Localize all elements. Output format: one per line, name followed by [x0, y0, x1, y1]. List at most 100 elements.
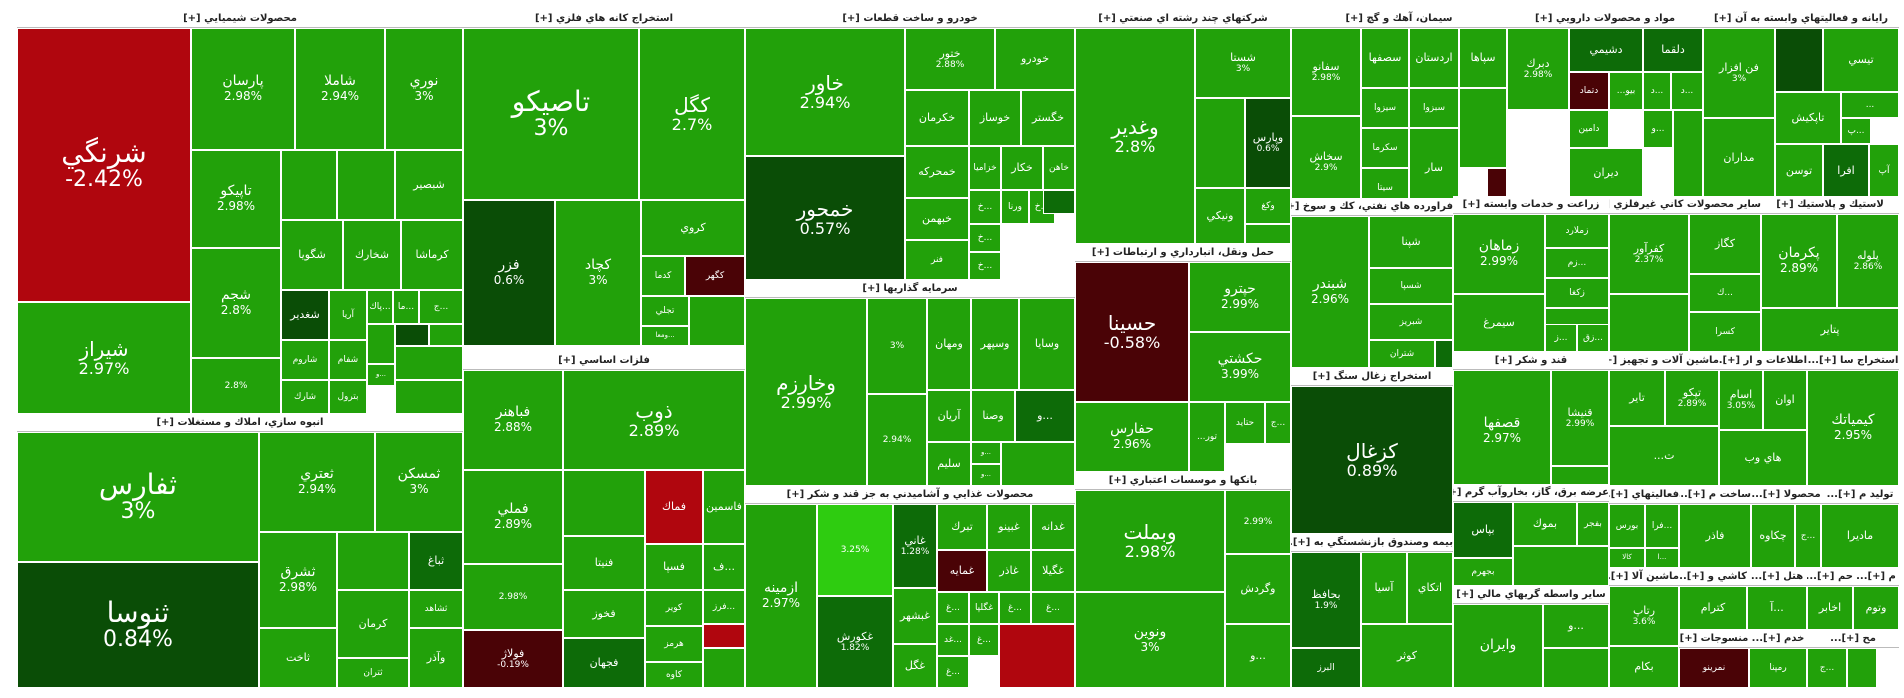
stock-tile[interactable] — [1847, 648, 1877, 688]
stock-tile[interactable]: پ... — [1841, 118, 1871, 144]
stock-tile[interactable]: زق... — [1577, 324, 1609, 352]
stock-tile[interactable]: زم... — [1545, 248, 1609, 278]
stock-tile[interactable]: افرا — [1823, 144, 1869, 198]
stock-tile[interactable]: كيمياتك 2.95% — [1807, 370, 1899, 486]
stock-tile[interactable]: شبندر 2.96% — [1291, 216, 1369, 368]
stock-tile[interactable]: هرمز — [645, 626, 703, 662]
stock-tile[interactable]: دشيمي — [1569, 28, 1643, 72]
stock-tile[interactable]: آريا — [329, 290, 367, 340]
stock-tile[interactable]: قصفها 2.97% — [1453, 370, 1551, 492]
sector-title[interactable]: خودرو و ساخت قطعات [+] — [745, 10, 1075, 28]
stock-tile[interactable]: ثشرق 2.98% — [259, 532, 337, 628]
sector-title[interactable]: استخراج سا [+]... — [1807, 352, 1899, 370]
stock-tile[interactable]: دبرك 2.98% — [1507, 28, 1569, 110]
stock-tile[interactable]: اسام 3.05% — [1719, 370, 1763, 430]
sector-title[interactable]: فلزات اساسي [+] — [463, 352, 745, 370]
stock-tile[interactable]: شستا 3% — [1195, 28, 1291, 98]
stock-tile[interactable]: 2.99% — [1225, 490, 1291, 554]
stock-tile[interactable]: ثتران — [337, 658, 409, 688]
stock-tile[interactable] — [429, 324, 463, 346]
stock-tile[interactable] — [1877, 648, 1899, 688]
stock-tile[interactable]: بپاس — [1453, 502, 1513, 558]
stock-tile[interactable]: ذوب 2.89% — [563, 370, 745, 470]
stock-tile[interactable]: فولاژ -0.19% — [463, 630, 563, 688]
sector-title[interactable]: ساير واسطه گريهاي مالي [+] — [1453, 586, 1609, 604]
stock-tile[interactable]: فنيتا — [563, 536, 645, 590]
stock-tile[interactable]: ما... — [393, 290, 419, 324]
stock-tile[interactable]: كترام — [1679, 586, 1747, 630]
stock-tile[interactable]: غگل — [893, 644, 937, 688]
stock-tile[interactable]: شسپا — [1369, 268, 1453, 304]
stock-tile[interactable]: خ... — [969, 190, 1001, 224]
sector-title[interactable]: محصولات شيميايي [+] — [17, 10, 463, 28]
stock-tile[interactable]: دلقما — [1643, 28, 1703, 72]
stock-tile[interactable] — [1609, 294, 1689, 352]
sector-title[interactable]: قند و شكر [+] — [1453, 352, 1609, 370]
stock-tile[interactable]: غگلپا — [969, 592, 999, 624]
sector-title[interactable]: ساير محصولات كاني غيرفلزي [+] — [1609, 196, 1761, 214]
stock-tile[interactable]: غمايه — [937, 550, 987, 592]
sector-title[interactable]: شركتهاي چند رشته اي صنعتي [+] — [1075, 10, 1291, 28]
stock-tile[interactable]: تجلي — [641, 296, 689, 326]
stock-tile[interactable]: شبريز — [1369, 304, 1453, 340]
stock-tile[interactable]: خكار — [1001, 146, 1043, 190]
stock-tile[interactable]: شيراز 2.97% — [17, 302, 191, 414]
stock-tile[interactable]: اردستان — [1409, 28, 1459, 88]
stock-tile[interactable]: تاصيكو 3% — [463, 28, 639, 200]
stock-tile[interactable]: كزغال 0.89% — [1291, 386, 1453, 534]
stock-tile[interactable]: شارك — [281, 380, 329, 414]
stock-tile[interactable]: كفرآور 2.37% — [1609, 214, 1689, 294]
stock-tile[interactable]: ختور 2.88% — [905, 28, 995, 90]
stock-tile[interactable] — [281, 150, 337, 220]
stock-tile[interactable]: زكغا — [1545, 278, 1609, 308]
stock-tile[interactable] — [337, 532, 409, 590]
sector-title[interactable]: ماشين آلا [+]... — [1609, 568, 1679, 586]
stock-tile[interactable]: 3% — [867, 298, 927, 394]
sector-title[interactable]: بيمه وصندوق بازنشستگي به [+]... — [1291, 534, 1453, 552]
stock-tile[interactable]: آريان — [927, 390, 971, 442]
stock-tile[interactable]: كالا — [1609, 548, 1645, 568]
sector-title[interactable]: عرضه برق، گاز، بخاروآب گرم [+] — [1453, 484, 1609, 502]
stock-tile[interactable] — [689, 296, 745, 346]
stock-tile[interactable]: و... — [367, 364, 395, 386]
stock-tile[interactable]: كدما — [641, 256, 685, 296]
stock-tile[interactable]: خبهمن — [905, 198, 969, 240]
sector-title[interactable]: محصولا [+]... — [1751, 486, 1821, 504]
stock-tile[interactable]: كاوه — [645, 662, 703, 688]
stock-tile[interactable]: شاملا 2.94% — [295, 28, 385, 150]
stock-tile[interactable]: حپترو 2.99% — [1189, 262, 1291, 332]
stock-tile[interactable]: تاپيكو 2.98% — [191, 150, 281, 248]
stock-tile[interactable]: آ... — [1747, 586, 1807, 630]
sector-title[interactable]: توليد م [+]... — [1821, 486, 1899, 504]
stock-tile[interactable]: كرمان — [337, 590, 409, 658]
stock-tile[interactable]: پلوله 2.86% — [1837, 214, 1899, 308]
stock-tile[interactable] — [1775, 28, 1823, 92]
sector-title[interactable]: انبوه سازي، املاك و مستغلات [+] — [17, 414, 463, 432]
stock-tile[interactable]: وآذر — [409, 628, 463, 688]
stock-tile[interactable]: خودرو — [995, 28, 1075, 90]
stock-tile[interactable]: ثعتري 2.94% — [259, 432, 375, 532]
stock-tile[interactable]: 2.8% — [191, 358, 281, 414]
stock-tile[interactable]: خ... — [969, 252, 1001, 280]
stock-tile[interactable]: كگاز — [1689, 214, 1761, 274]
stock-tile[interactable]: ثاخت — [259, 628, 337, 688]
stock-tile[interactable]: غگيلا — [1031, 550, 1075, 592]
sector-title[interactable]: هتل [+]... — [1747, 568, 1807, 586]
stock-tile[interactable]: شخارك — [343, 220, 401, 290]
sector-title[interactable]: فعاليتهاي [+]... — [1609, 486, 1679, 504]
stock-tile[interactable]: اتكاي — [1407, 552, 1453, 624]
stock-tile[interactable]: د... — [1643, 72, 1671, 110]
sector-title[interactable]: حم [+]... — [1807, 568, 1853, 586]
stock-tile[interactable]: رتاپ 3.6% — [1609, 586, 1679, 646]
sector-title[interactable]: كاشي و [+]... — [1679, 568, 1747, 586]
stock-tile[interactable]: شفام — [329, 340, 367, 380]
stock-tile[interactable] — [395, 324, 429, 346]
stock-tile[interactable]: البرز — [1291, 648, 1361, 688]
stock-tile[interactable]: فباهنر 2.88% — [463, 370, 563, 470]
stock-tile[interactable]: شرنگي -2.42% — [17, 28, 191, 302]
stock-tile[interactable]: ورنا — [1001, 190, 1029, 224]
stock-tile[interactable]: سليم — [927, 442, 971, 486]
stock-tile[interactable]: كگهر — [685, 256, 745, 296]
stock-tile[interactable]: نمرينو — [1679, 648, 1749, 688]
sector-title[interactable]: اطلاعات و ار [+]... — [1719, 352, 1807, 370]
